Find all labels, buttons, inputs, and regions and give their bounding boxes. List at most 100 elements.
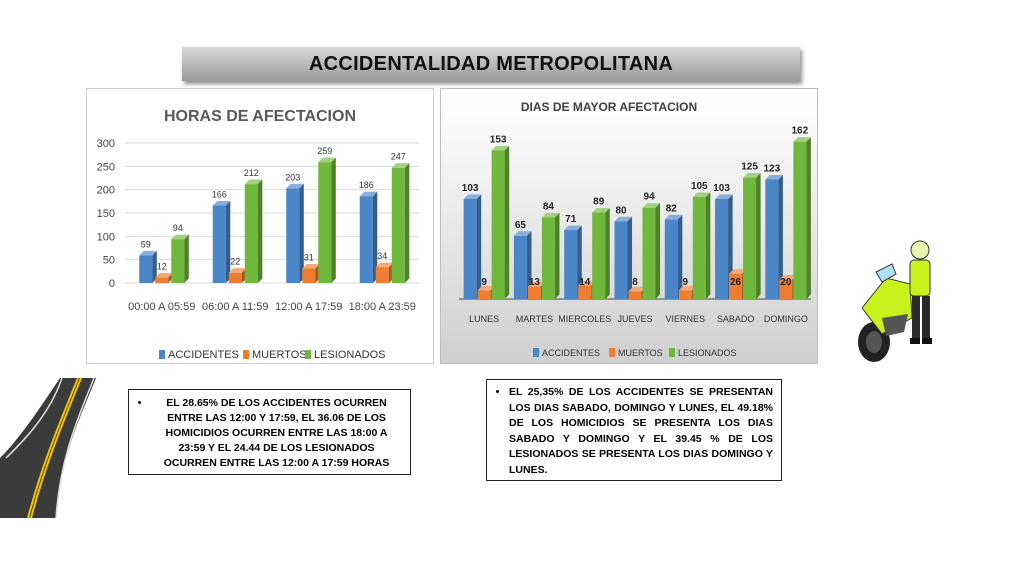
hours-data-label-2-0: 203 xyxy=(285,172,300,182)
days-data-label-4-0: 82 xyxy=(666,203,678,214)
days-bar-4-0 xyxy=(664,219,678,299)
motorcycle-officer-image xyxy=(858,240,932,362)
hours-bar-1-0-side xyxy=(225,200,231,283)
hours-bar-0-0-top xyxy=(139,250,157,256)
hours-bar-1-0-top xyxy=(212,200,231,206)
days-bar-0-0-top xyxy=(463,194,482,199)
days-bar-2-2-side xyxy=(605,207,610,299)
days-data-label-4-2: 105 xyxy=(691,181,708,192)
days-bar-5-1-top xyxy=(729,269,747,274)
road-illustration xyxy=(0,378,96,518)
hours-bar-2-2 xyxy=(318,162,332,283)
hours-bar-2-0-top xyxy=(286,183,304,189)
days-data-label-1-1: 13 xyxy=(529,277,541,288)
days-bar-1-2-top xyxy=(541,212,560,218)
days-chart-title: DIAS DE MAYOR AFECTACION xyxy=(521,100,697,114)
hours-bar-1-2-side xyxy=(257,179,263,283)
hours-bar-2-1-top xyxy=(302,263,320,269)
days-xtick-2: MIERCOLES xyxy=(558,314,611,324)
hours-bar-0-1-top xyxy=(155,272,173,278)
days-xtick-5: SABADO xyxy=(717,314,755,324)
days-bar-3-0 xyxy=(614,221,628,299)
days-data-label-0-0: 103 xyxy=(462,183,479,194)
days-data-label-2-0: 71 xyxy=(565,214,577,225)
hours-legend-label-0: ACCIDENTES xyxy=(168,349,239,361)
days-note: EL 25,35% DE LOS ACCIDENTES SE PRESENTAN… xyxy=(486,379,782,481)
days-chart-svg: DIAS DE MAYOR AFECTACION 103 9 153 LUNES 65 13… xyxy=(459,100,811,358)
hours-ytick-6: 300 xyxy=(97,138,115,150)
hours-ytick-5: 250 xyxy=(97,161,115,173)
hours-bar-3-1 xyxy=(375,267,389,283)
hours-bar-0-2 xyxy=(171,239,185,283)
hours-legend-swatch-1 xyxy=(243,350,249,359)
hours-bar-0-2-top xyxy=(171,234,189,240)
hours-note: EL 28.65% DE LOS ACCIDENTES OCURREN ENTR… xyxy=(128,389,411,475)
days-legend-swatch-0 xyxy=(533,348,539,357)
days-data-label-4-1: 9 xyxy=(683,277,689,288)
days-xtick-0: LUNES xyxy=(469,314,499,324)
hours-bar-2-2-side xyxy=(331,157,336,283)
days-data-label-5-1: 26 xyxy=(730,277,742,288)
hours-data-label-3-0: 186 xyxy=(359,180,374,190)
days-data-label-3-2: 94 xyxy=(643,192,655,203)
days-chart: DIAS DE MAYOR AFECTACION 103 9 153 LUNES 65 13… xyxy=(440,88,818,364)
days-bar-3-2-top xyxy=(642,203,661,208)
hours-xtick-0: 00:00 A 05:59 xyxy=(128,301,195,313)
hours-data-label-3-1: 34 xyxy=(377,251,387,261)
days-bar-0-2 xyxy=(491,150,505,299)
days-bar-2-1 xyxy=(578,285,592,299)
days-bar-2-1-top xyxy=(578,280,596,286)
page-title-bar: ACCIDENTALIDAD METROPOLITANA xyxy=(182,47,800,81)
days-bar-1-0 xyxy=(513,235,527,299)
days-legend-label-2: LESIONADOS xyxy=(678,348,737,358)
days-bar-4-0-top xyxy=(664,214,683,220)
days-bar-4-1-top xyxy=(678,285,697,291)
days-bar-4-0-side xyxy=(677,214,683,299)
days-data-label-0-2: 153 xyxy=(490,134,507,145)
hours-bar-3-2 xyxy=(391,167,405,283)
hours-ytick-3: 150 xyxy=(97,208,115,220)
days-xtick-4: VIERNES xyxy=(666,314,706,324)
hours-bar-3-1-top xyxy=(375,262,394,268)
hours-data-label-0-0: 59 xyxy=(141,239,151,249)
days-legend-swatch-2 xyxy=(669,348,675,357)
hours-ytick-2: 100 xyxy=(97,231,115,243)
days-bar-6-0 xyxy=(765,179,779,299)
hours-bar-0-0 xyxy=(139,255,153,283)
days-bar-2-0-side xyxy=(577,225,582,299)
hours-bar-3-0-top xyxy=(359,191,378,197)
hours-bar-2-2-top xyxy=(318,157,336,163)
days-bar-1-1 xyxy=(527,286,541,299)
days-bar-0-1 xyxy=(477,290,491,299)
days-bar-6-2-top xyxy=(793,137,811,142)
days-data-label-3-0: 80 xyxy=(615,205,627,216)
days-bar-0-1-top xyxy=(477,285,496,291)
days-bar-6-0-side xyxy=(778,174,783,299)
days-bar-5-1 xyxy=(729,273,743,299)
hours-data-label-0-1: 12 xyxy=(157,261,167,271)
days-bar-3-0-side xyxy=(627,216,633,299)
hours-bar-0-0-side xyxy=(152,250,157,283)
days-xtick-3: JUEVES xyxy=(617,314,652,324)
days-data-label-0-1: 9 xyxy=(481,277,487,288)
hours-bar-1-2 xyxy=(244,184,258,283)
days-bar-0-0-side xyxy=(476,194,482,299)
hours-xtick-2: 12:00 A 17:59 xyxy=(275,301,342,313)
hours-note-text: EL 28.65% DE LOS ACCIDENTES OCURREN ENTR… xyxy=(151,396,402,471)
days-data-label-5-0: 103 xyxy=(713,183,730,194)
hours-bar-2-0-side xyxy=(299,183,304,283)
hours-ytick-1: 50 xyxy=(103,255,115,267)
hours-legend-label-2: LESIONADOS xyxy=(314,349,386,361)
hours-bar-0-2-side xyxy=(184,234,189,283)
days-bar-0-2-top xyxy=(491,145,510,151)
hours-ytick-0: 0 xyxy=(109,278,115,290)
hours-chart-title: HORAS DE AFECTACION xyxy=(164,108,356,125)
hours-bar-3-2-top xyxy=(391,163,410,168)
hours-chart: HORAS DE AFECTACION 0 50 100 150 200 250 300 59 1… xyxy=(86,88,434,364)
hours-xtick-1: 06:00 A 11:59 xyxy=(202,301,268,313)
hours-bar-3-2-side xyxy=(404,163,410,283)
days-bar-5-0-top xyxy=(715,194,733,199)
hours-bar-1-2-top xyxy=(244,179,263,185)
days-bar-5-2 xyxy=(743,177,757,299)
hours-bar-1-0 xyxy=(212,205,226,283)
